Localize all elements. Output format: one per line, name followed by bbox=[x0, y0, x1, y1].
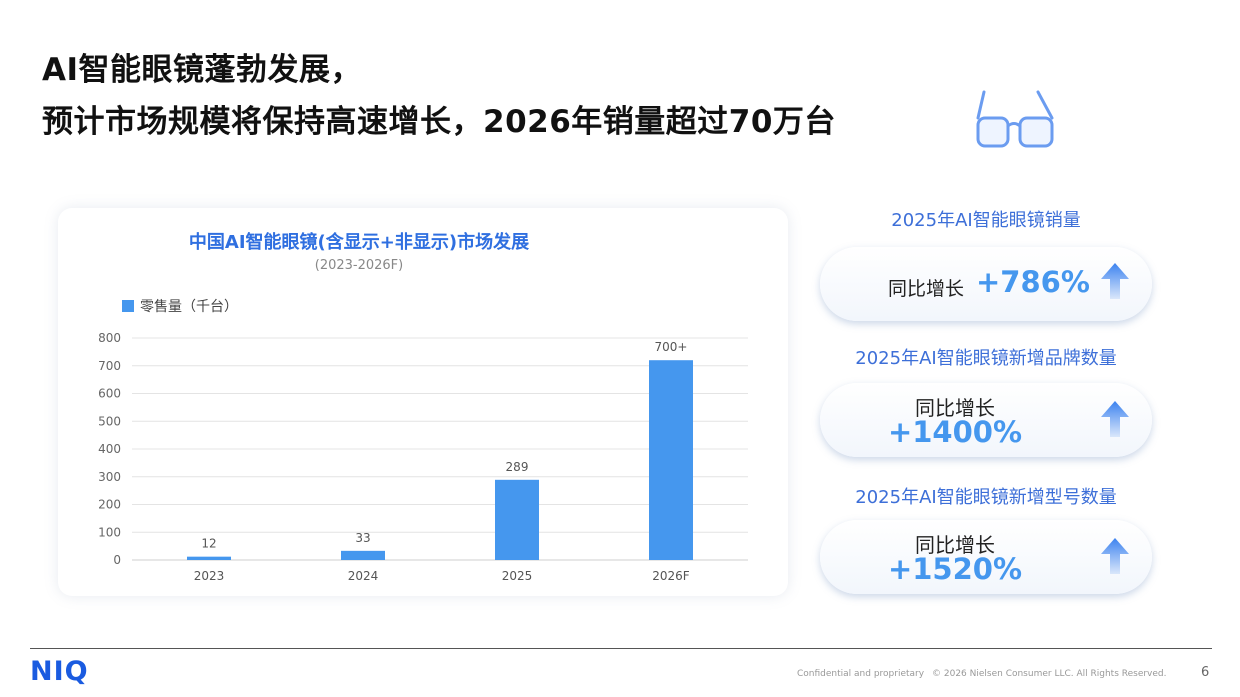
bar bbox=[187, 556, 231, 560]
stat-value: +786% bbox=[976, 265, 1090, 299]
y-tick-label: 600 bbox=[98, 387, 121, 401]
data-label: 700+ bbox=[655, 340, 688, 354]
chart-title: 中国AI智能眼镜(含显示+非显示)市场发展 bbox=[188, 232, 530, 253]
stat-pill-brands: 同比增长 +1400% bbox=[820, 383, 1152, 457]
chart-subtitle: (2023-2026F) bbox=[314, 258, 404, 273]
y-tick-label: 100 bbox=[98, 525, 121, 539]
stat-label: 同比增长 bbox=[915, 396, 995, 420]
confidential-note: Confidential and proprietary bbox=[797, 669, 925, 679]
stat-label: 同比增长 bbox=[888, 278, 965, 300]
data-label: 12 bbox=[201, 537, 216, 551]
y-tick-label: 0 bbox=[113, 553, 121, 567]
up-arrow-icon bbox=[1101, 263, 1129, 299]
copyright-note: © 2026 Nielsen Consumer LLC. All Rights … bbox=[932, 669, 1167, 679]
y-tick-label: 800 bbox=[98, 331, 121, 345]
y-tick-label: 400 bbox=[98, 442, 121, 456]
up-arrow-icon bbox=[1101, 538, 1129, 574]
data-label: 33 bbox=[355, 531, 370, 545]
page-number: 6 bbox=[1201, 665, 1210, 680]
x-tick-label: 2025 bbox=[502, 569, 533, 583]
bar bbox=[649, 360, 693, 560]
data-label: 289 bbox=[506, 460, 529, 474]
x-tick-label: 2026F bbox=[652, 569, 690, 583]
legend-swatch bbox=[122, 300, 134, 312]
page-title-line-2: 预计市场规模将保持高速增长，2026年销量超过70万台 bbox=[42, 104, 836, 140]
up-arrow-icon bbox=[1101, 401, 1129, 437]
stat-pill-sales: 同比增长 +786% bbox=[820, 247, 1152, 321]
x-tick-label: 2024 bbox=[348, 569, 379, 583]
chart-legend: 零售量（千台） bbox=[122, 296, 238, 316]
niq-logo: NIQ bbox=[30, 656, 89, 687]
stat-heading-brands: 2025年AI智能眼镜新增品牌数量 bbox=[855, 348, 1117, 369]
stat-value: +1520% bbox=[887, 552, 1023, 586]
stat-pill-models: 同比增长 +1520% bbox=[820, 520, 1152, 594]
footer-divider bbox=[30, 648, 1212, 649]
stat-label: 同比增长 bbox=[915, 533, 995, 557]
stat-value: +1400% bbox=[887, 415, 1023, 449]
bar bbox=[495, 479, 539, 560]
page-title-line-1: AI智能眼镜蓬勃发展， bbox=[42, 52, 363, 88]
y-tick-label: 700 bbox=[98, 359, 121, 373]
legend-label: 零售量（千台） bbox=[140, 299, 238, 315]
bar bbox=[341, 550, 385, 560]
y-tick-label: 300 bbox=[98, 470, 121, 484]
y-tick-label: 200 bbox=[98, 498, 121, 512]
glasses-icon bbox=[976, 90, 1054, 148]
stat-heading-sales: 2025年AI智能眼镜销量 bbox=[891, 210, 1081, 231]
x-tick-label: 2023 bbox=[194, 569, 225, 583]
stat-heading-models: 2025年AI智能眼镜新增型号数量 bbox=[855, 487, 1117, 508]
y-tick-label: 500 bbox=[98, 414, 121, 428]
